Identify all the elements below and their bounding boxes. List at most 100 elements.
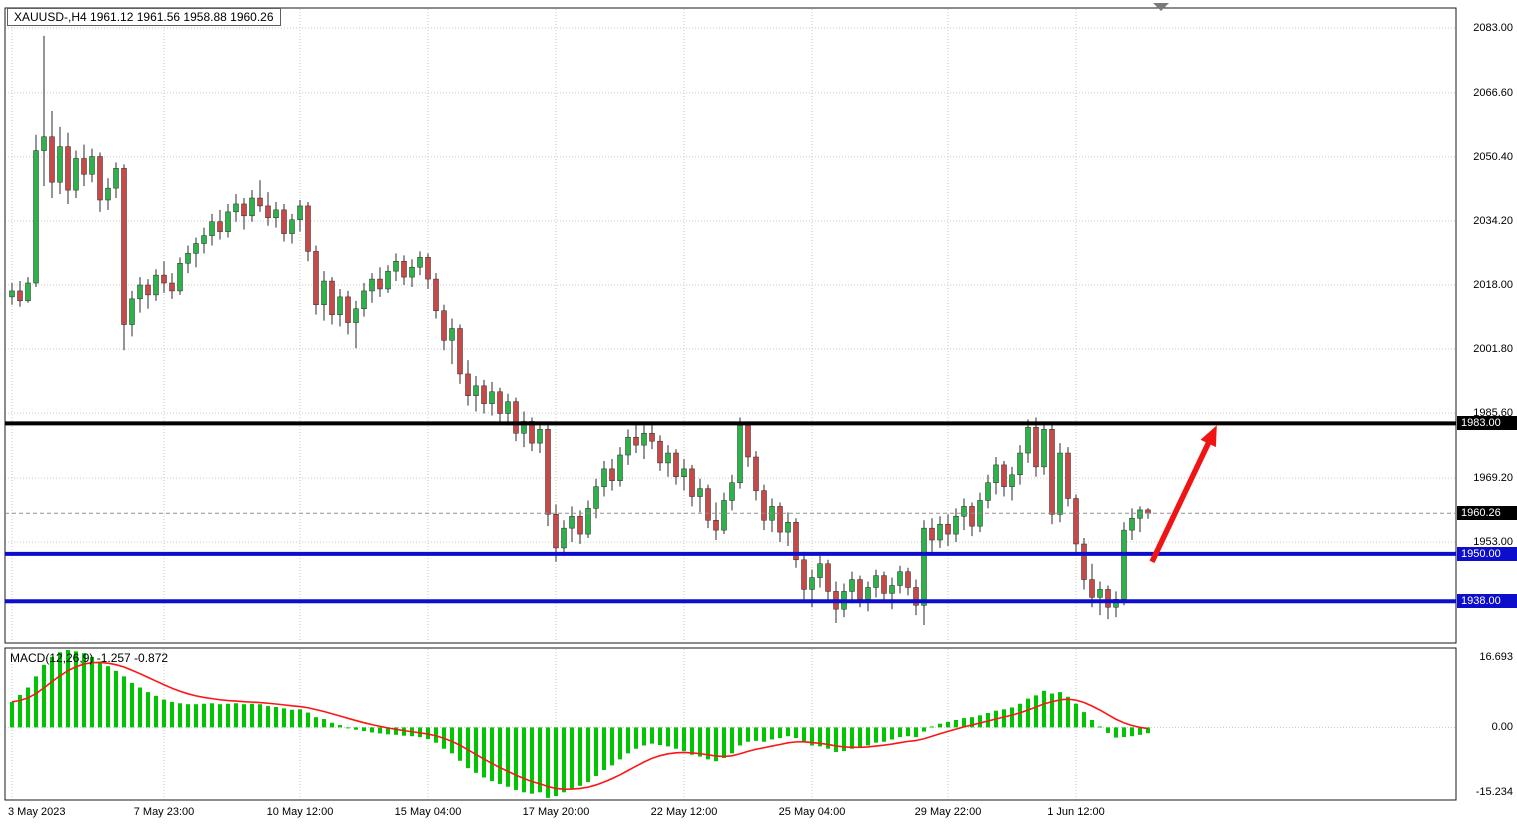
macd-histogram-bar [698, 727, 702, 757]
price-axis[interactable] [1457, 0, 1517, 800]
candle-bear [377, 278, 383, 290]
candle-bear [441, 310, 447, 341]
macd-histogram-bar [746, 727, 750, 742]
candle-bear [745, 425, 751, 458]
candle-bear [17, 290, 23, 302]
candle-bull [385, 270, 391, 290]
macd-histogram-bar [546, 727, 550, 798]
candle-bull [273, 209, 279, 219]
candle-bull [209, 221, 215, 236]
macd-histogram-bar [674, 727, 678, 749]
candle-bear [1049, 429, 1055, 515]
candle-bull [1025, 427, 1031, 454]
macd-histogram-bar [842, 727, 846, 752]
macd-histogram-bar [202, 703, 206, 728]
chart-shift-marker-icon[interactable] [1153, 3, 1169, 11]
candle-bull [1041, 429, 1047, 468]
macd-histogram-bar [98, 661, 102, 728]
macd-histogram-bar [290, 709, 294, 728]
candle-bull [369, 278, 375, 292]
macd-histogram-bar [106, 666, 110, 728]
candle-bear [329, 280, 335, 315]
macd-histogram-bar [18, 694, 22, 728]
macd-histogram-bar [586, 727, 590, 783]
macd-histogram-bar [170, 701, 174, 728]
candle-bear [969, 506, 975, 527]
candle-bull [721, 500, 727, 531]
candle-bear [825, 563, 831, 592]
macd-histogram-bar [1130, 727, 1134, 737]
candle-bear [577, 516, 583, 535]
macd-histogram-bar [1026, 698, 1030, 728]
candle-bull [897, 571, 903, 586]
candle-bull [593, 486, 599, 509]
candle-bull [1097, 589, 1103, 598]
macd-histogram-bar [330, 722, 334, 728]
macd-histogram-bar [498, 727, 502, 784]
macd-histogram-bar [322, 719, 326, 728]
macd-histogram-bar [338, 725, 342, 728]
macd-histogram-bar [490, 727, 494, 782]
candle-bear [1001, 464, 1007, 487]
candle-bull [953, 516, 959, 535]
candle-bull [1129, 518, 1135, 531]
candle-bear [929, 527, 935, 541]
macd-histogram-bar [938, 723, 942, 728]
macd-histogram-bar [1122, 727, 1126, 738]
macd-histogram-bar [962, 718, 966, 728]
candle-bear [161, 274, 167, 284]
candle-bear [1073, 498, 1079, 545]
candle-bull [921, 527, 927, 606]
candle-bear [145, 284, 151, 296]
candle-bear [433, 278, 439, 311]
candle-bear [633, 436, 639, 446]
macd-histogram-bar [578, 727, 582, 786]
macd-histogram-bar [378, 727, 382, 734]
macd-histogram-bar [466, 727, 470, 769]
trend-arrow-shaft[interactable] [1149, 437, 1213, 563]
macd-histogram-bar [1098, 726, 1102, 728]
candle-bull [625, 436, 631, 456]
macd-histogram-bar [1042, 690, 1046, 728]
macd-histogram-bar [1114, 727, 1118, 738]
macd-histogram-bar [890, 727, 894, 740]
macd-histogram-bar [810, 727, 814, 746]
candle-bull [873, 575, 879, 588]
macd-histogram-bar [426, 727, 430, 739]
main-panel-border [4, 7, 1457, 644]
macd-histogram-bar [786, 727, 790, 737]
macd-histogram-bar [802, 727, 806, 742]
candle-bull [641, 433, 647, 446]
time-axis[interactable] [0, 800, 1457, 825]
candle-bear [121, 168, 127, 325]
macd-histogram-bar [26, 687, 30, 728]
candle-bull [9, 290, 15, 298]
macd-histogram-bar [474, 727, 478, 773]
macd-histogram-bar [242, 704, 246, 728]
candle-bull [201, 235, 207, 244]
candle-bull [537, 429, 543, 444]
macd-histogram-bar [1002, 709, 1006, 728]
candle-bull [177, 263, 183, 292]
macd-histogram-bar [794, 727, 798, 739]
trend-arrow-head[interactable] [1200, 425, 1217, 448]
candle-bear [169, 282, 175, 292]
macd-panel-border [4, 647, 1457, 801]
candle-bear [689, 468, 695, 497]
macd-histogram-bar [554, 727, 558, 797]
macd-histogram-bar [194, 704, 198, 728]
candle-bear [1033, 427, 1039, 468]
macd-histogram-bar [1058, 692, 1062, 728]
macd-histogram-bar [282, 708, 286, 728]
macd-histogram-bar [650, 727, 654, 744]
macd-histogram-bar [930, 726, 934, 728]
candle-bear [313, 251, 319, 306]
candle-bull [193, 243, 199, 254]
macd-histogram-bar [1074, 703, 1078, 728]
candle-bear [217, 221, 223, 232]
macd-histogram-bar [10, 701, 14, 728]
macd-histogram-bar [346, 727, 350, 729]
macd-histogram-bar [906, 727, 910, 737]
macd-histogram-bar [186, 704, 190, 728]
